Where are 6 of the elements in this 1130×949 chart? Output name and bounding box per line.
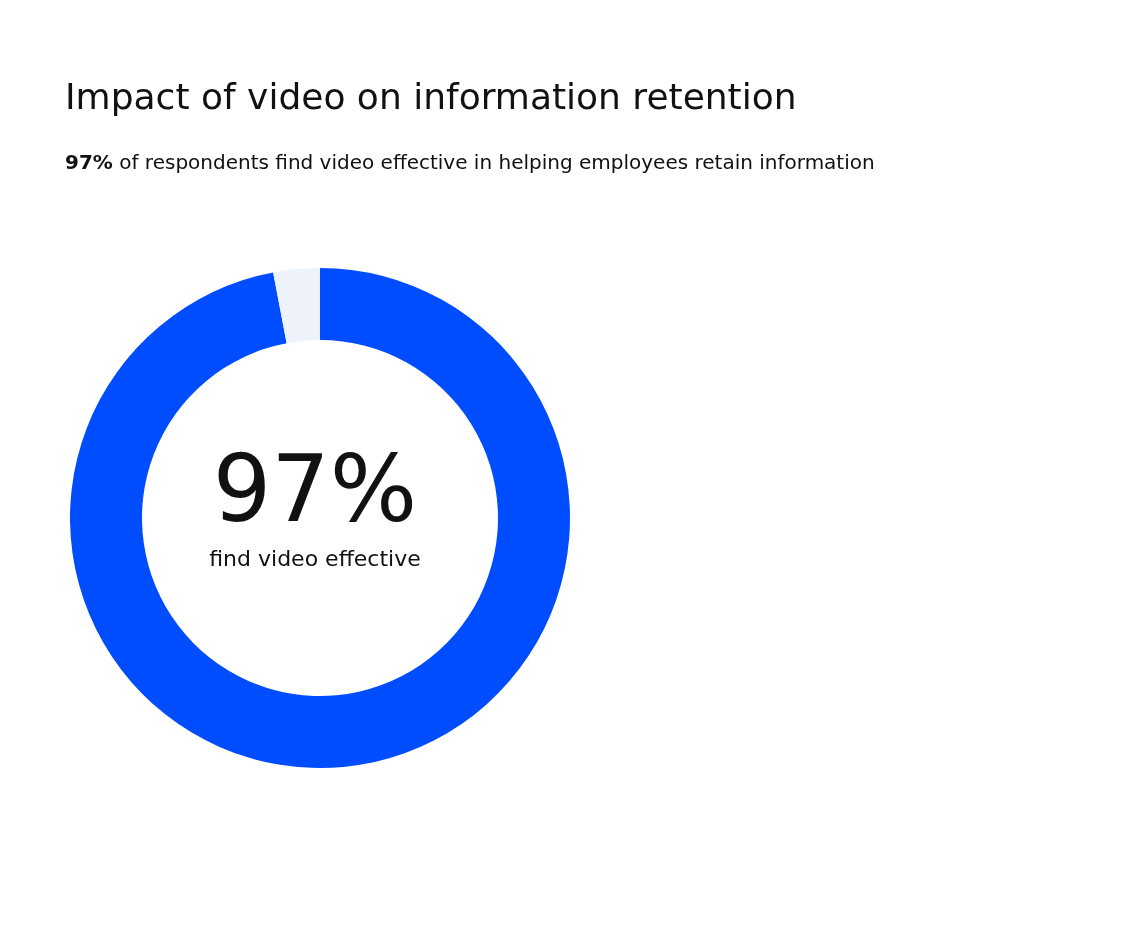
chart-subtitle: 97% of respondents find video effective in helping employees retain information bbox=[65, 150, 875, 174]
text: find video effective bbox=[208, 546, 422, 571]
donut-slice bbox=[273, 268, 320, 344]
donut-slice bbox=[70, 268, 570, 768]
text: 97% bbox=[211, 436, 419, 543]
chart-title: Impact of video on information retention bbox=[65, 76, 797, 117]
